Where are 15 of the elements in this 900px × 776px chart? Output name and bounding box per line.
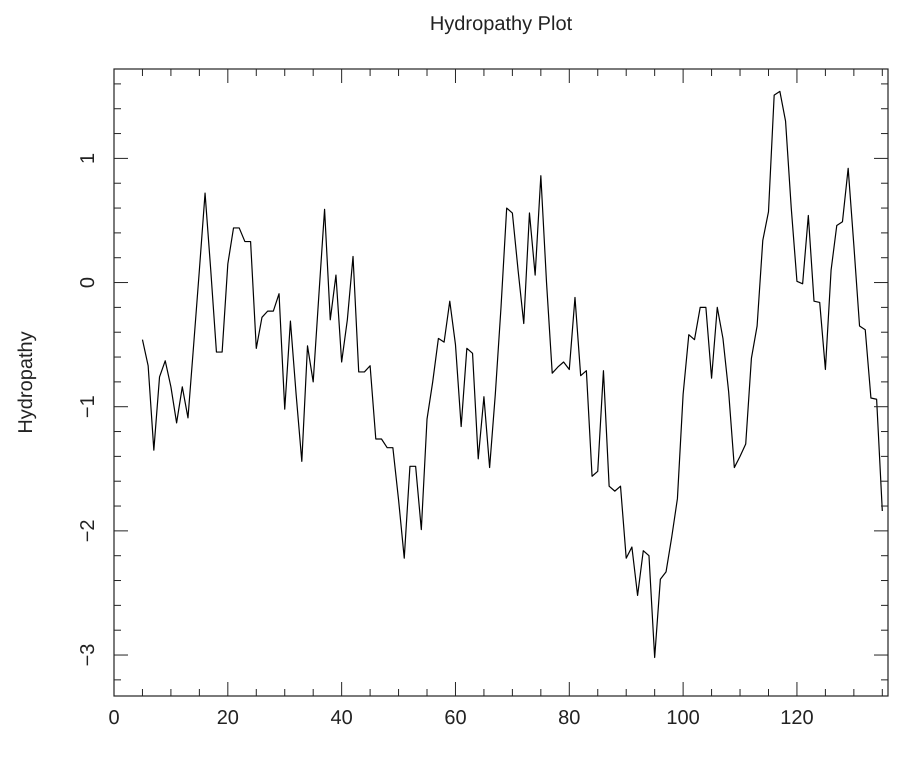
x-tick-label: 120: [780, 707, 814, 729]
line-series: [142, 90, 883, 658]
y-tick-label: −3: [77, 644, 99, 666]
y-tick-label: −2: [77, 519, 99, 542]
y-axis-title: Hydropathy: [15, 331, 37, 434]
x-tick-label: 100: [666, 707, 700, 729]
y-tick-label: 0: [77, 276, 99, 288]
x-tick-label: 0: [108, 707, 120, 729]
y-tick-label: 1: [77, 152, 99, 164]
x-tick-label: 60: [444, 707, 467, 729]
x-tick-label: 80: [558, 707, 580, 729]
y-tick-label: −1: [77, 395, 99, 418]
x-tick-label: 40: [330, 707, 353, 729]
chart-title: Hydropathy Plot: [430, 13, 573, 35]
x-tick-label: 20: [216, 707, 239, 729]
